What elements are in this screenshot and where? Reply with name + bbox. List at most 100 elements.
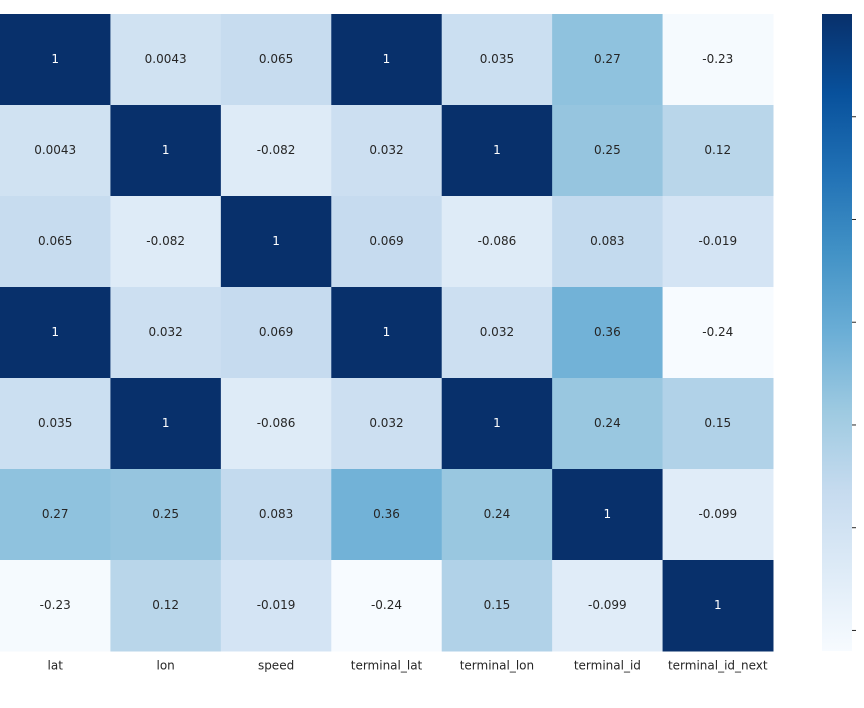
- cell-label: 0.12: [152, 598, 179, 612]
- heatmap-cell: [441, 469, 553, 561]
- cell-label: -0.019: [698, 234, 737, 248]
- cell-label: 1: [383, 52, 391, 66]
- cell-label: 0.27: [594, 52, 621, 66]
- heatmap-cell: [110, 14, 222, 106]
- heatmap-cell: [552, 105, 664, 197]
- heatmap-cell: [662, 105, 774, 197]
- heatmap-cell: [0, 378, 111, 470]
- cell-label: 0.032: [480, 325, 514, 339]
- cell-label: 0.069: [259, 325, 293, 339]
- heatmap-cell: [662, 378, 774, 470]
- cell-label: 1: [604, 507, 612, 521]
- cell-label: 0.032: [369, 143, 403, 157]
- cell-label: 0.15: [484, 598, 511, 612]
- cell-label: 1: [51, 52, 59, 66]
- cell-label: -0.099: [588, 598, 627, 612]
- cell-label: -0.23: [702, 52, 733, 66]
- heatmap-cell: [110, 196, 222, 288]
- cell-label: 1: [493, 416, 501, 430]
- cell-label: 0.24: [484, 507, 511, 521]
- heatmap-cell: [662, 14, 774, 106]
- cell-label: 0.032: [148, 325, 182, 339]
- heatmap-cell: [220, 378, 332, 470]
- cell-label: 1: [383, 325, 391, 339]
- heatmap-cell: [662, 287, 774, 379]
- heatmap-cell: [110, 469, 222, 561]
- cell-label: 0.36: [594, 325, 621, 339]
- heatmap-cell: [220, 196, 332, 288]
- x-tick-label: lon: [157, 659, 175, 673]
- x-tick-label: terminal_id: [574, 659, 641, 673]
- cell-label: -0.086: [478, 234, 517, 248]
- heatmap-cell: [0, 560, 111, 652]
- cell-label: -0.019: [257, 598, 296, 612]
- heatmap-cell: [552, 560, 664, 652]
- x-tick-label: terminal_lat: [351, 659, 423, 673]
- heatmap-cell: [331, 196, 443, 288]
- cell-label: 0.032: [369, 416, 403, 430]
- cell-label: 0.0043: [34, 143, 76, 157]
- cell-label: 1: [162, 416, 170, 430]
- heatmap-cell: [552, 287, 664, 379]
- heatmap-cell: [552, 196, 664, 288]
- heatmap-cell: [110, 560, 222, 652]
- heatmap-cell: [331, 378, 443, 470]
- cell-label: 1: [272, 234, 280, 248]
- cell-label: -0.23: [40, 598, 71, 612]
- x-tick-label: speed: [258, 659, 294, 673]
- heatmap-cell: [0, 196, 111, 288]
- heatmap-cell: [331, 287, 443, 379]
- heatmap-cell: [110, 105, 222, 197]
- cell-label: 0.065: [259, 52, 293, 66]
- cell-label: 0.27: [42, 507, 69, 521]
- heatmap-cell: [331, 469, 443, 561]
- cell-label: -0.082: [146, 234, 185, 248]
- heatmap-cell: [220, 560, 332, 652]
- cell-label: 0.035: [480, 52, 514, 66]
- heatmap-cell: [331, 105, 443, 197]
- heatmap-cell: [220, 105, 332, 197]
- cell-label: 1: [162, 143, 170, 157]
- heatmap-cell: [0, 287, 111, 379]
- heatmap-cell: [662, 469, 774, 561]
- cell-label: -0.24: [371, 598, 402, 612]
- cell-label: 0.0043: [145, 52, 187, 66]
- cell-label: 0.36: [373, 507, 400, 521]
- cell-label: -0.086: [257, 416, 296, 430]
- x-tick-label: terminal_lon: [460, 659, 534, 673]
- cell-label: 0.12: [704, 143, 731, 157]
- heatmap-cell: [441, 378, 553, 470]
- heatmap-cell: [441, 196, 553, 288]
- heatmap-cell: [0, 105, 111, 197]
- cell-label: 0.083: [259, 507, 293, 521]
- heatmap-cell: [110, 378, 222, 470]
- cell-label: -0.099: [698, 507, 737, 521]
- cell-label: -0.082: [257, 143, 296, 157]
- cell-label: -0.24: [702, 325, 733, 339]
- heatmap-cell: [331, 560, 443, 652]
- cell-label: 0.069: [369, 234, 403, 248]
- cell-label: 1: [493, 143, 501, 157]
- x-tick-label: terminal_id_next: [668, 659, 768, 673]
- heatmap-cell: [662, 560, 774, 652]
- heatmap-cell: [220, 14, 332, 106]
- cell-label: 1: [51, 325, 59, 339]
- heatmap-cell: [220, 469, 332, 561]
- heatmap-cell: [441, 560, 553, 652]
- heatmap-cell: [220, 287, 332, 379]
- cell-label: 0.15: [704, 416, 731, 430]
- heatmap-cell: [441, 14, 553, 106]
- colorbar: [822, 14, 852, 651]
- cell-label: 0.25: [152, 507, 179, 521]
- cell-label: 0.24: [594, 416, 621, 430]
- heatmap-cell: [0, 469, 111, 561]
- heatmap-cell: [0, 14, 111, 106]
- cell-label: 0.065: [38, 234, 72, 248]
- cell-label: 1: [714, 598, 722, 612]
- cell-label: 0.083: [590, 234, 624, 248]
- heatmap-cell: [662, 196, 774, 288]
- heatmap-cell: [110, 287, 222, 379]
- heatmap-cell: [441, 105, 553, 197]
- cell-label: 0.25: [594, 143, 621, 157]
